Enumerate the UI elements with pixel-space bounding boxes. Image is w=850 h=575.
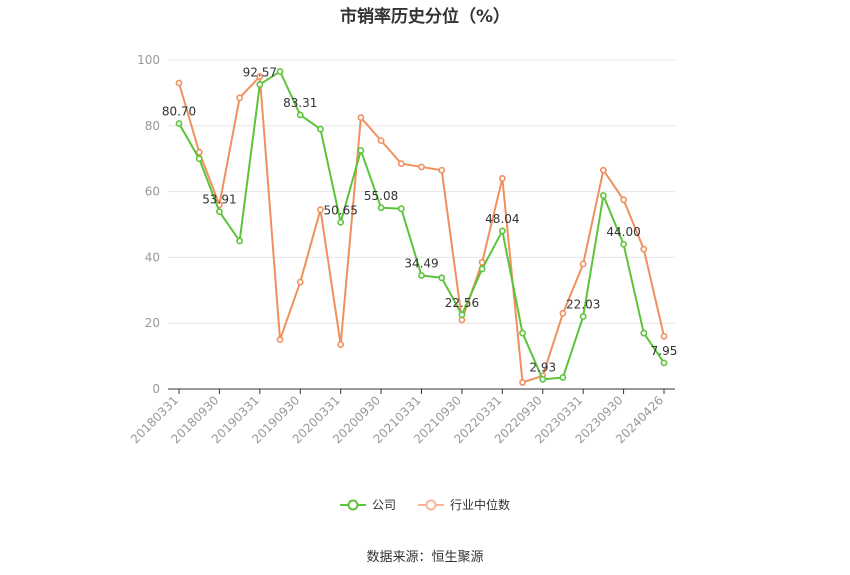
data-point-company (276, 68, 284, 75)
data-point-company (579, 313, 587, 320)
legend-company-icon (339, 499, 366, 510)
data-point-industry-median (377, 137, 385, 145)
data-point-industry-median (498, 175, 506, 182)
data-point-industry-median (175, 79, 183, 87)
legend-industry-median-icon (418, 499, 444, 510)
data-label: 48.04 (485, 212, 519, 226)
legend-item-company[interactable]: 公司 (339, 496, 396, 513)
data-point-industry-median (317, 206, 324, 214)
data-label: 50.65 (323, 203, 357, 217)
data-point-company (296, 111, 304, 119)
data-label: 92.57 (243, 65, 277, 79)
data-point-company (519, 329, 526, 337)
data-point-company (458, 311, 466, 319)
data-point-industry-median (296, 278, 304, 286)
data-point-company (216, 208, 223, 216)
data-point-company (256, 81, 264, 88)
data-label: 83.31 (283, 96, 317, 110)
data-point-industry-median (418, 163, 425, 171)
data-point-industry-median (357, 114, 365, 121)
legend-label-industry-median: 行业中位数 (450, 498, 511, 512)
y-tick-label: 100 (137, 53, 160, 67)
data-point-company (599, 192, 607, 199)
data-point-industry-median (620, 196, 627, 204)
data-point-industry-median (236, 94, 244, 102)
data-point-industry-median (559, 309, 567, 317)
data-point-company (175, 120, 183, 127)
data-label: 44.00 (606, 225, 640, 239)
data-point-company (438, 274, 446, 282)
y-tick-label: 20 (145, 316, 160, 330)
axes: 0204060801002018033120180930201903312019… (128, 53, 675, 446)
data-label: 53.91 (202, 193, 236, 207)
data-point-industry-median (256, 73, 264, 80)
data-point-company (377, 204, 385, 212)
data-point-company (317, 125, 324, 133)
y-tick-label: 40 (145, 250, 160, 264)
data-labels: 80.70 53.91 92.57 83.31 50.65 55.08 34.49 22.56… (162, 65, 678, 374)
data-label: 55.08 (364, 189, 398, 203)
data-label: 80.70 (162, 104, 196, 118)
data-point-company (236, 237, 244, 245)
legend-item-industry-median[interactable]: 行业中位数 (418, 496, 510, 513)
series-lines (175, 68, 668, 386)
data-label: 34.49 (404, 257, 438, 271)
data-point-industry-median (276, 336, 284, 344)
y-tick-label: 60 (145, 185, 160, 199)
legend: 公司 行业中位数 (0, 496, 850, 513)
data-point-company (620, 240, 627, 248)
y-tick-label: 0 (152, 382, 160, 396)
data-label: 22.03 (566, 298, 600, 312)
source-note: 数据来源：恒生聚源 (366, 550, 484, 565)
data-point-company (660, 359, 668, 367)
data-point-company (478, 265, 486, 273)
data-point-company (418, 272, 425, 279)
data-label: 2.93 (529, 360, 556, 374)
data-point-industry-median (337, 341, 345, 348)
chart-title: 市销率历史分位（%） (339, 7, 511, 27)
data-point-industry-median (195, 148, 203, 156)
data-point-industry-median (599, 166, 607, 174)
data-point-company (640, 329, 648, 337)
data-point-company (498, 227, 506, 235)
series-line-industry-median (178, 75, 665, 384)
data-point-company (559, 374, 567, 381)
data-point-company (397, 205, 405, 213)
data-point-industry-median (519, 379, 526, 386)
data-point-industry-median (660, 332, 668, 340)
gridlines (168, 59, 675, 324)
data-point-industry-median (397, 160, 405, 168)
y-tick-label: 80 (145, 119, 160, 133)
data-point-company (539, 375, 547, 383)
data-point-company (337, 218, 345, 226)
data-label: 7.95 (651, 344, 678, 358)
data-point-industry-median (579, 260, 587, 268)
data-label: 22.56 (445, 296, 479, 310)
data-point-company (195, 155, 203, 163)
legend-label-company: 公司 (371, 498, 396, 512)
data-point-company (357, 147, 365, 154)
data-point-industry-median (640, 245, 648, 253)
data-point-industry-median (438, 166, 446, 174)
